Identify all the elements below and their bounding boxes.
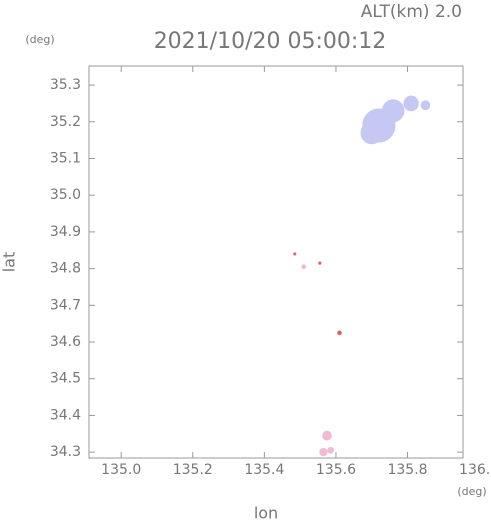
x-axis-label: lon [254,504,278,522]
y-tick-label: 35.2 [50,114,81,130]
y-tick-label: 35.0 [50,187,81,203]
x-unit: (deg) [457,485,486,498]
x-tick-label: 136.0 [459,462,491,478]
echo-point [337,330,342,336]
x-tick-label: 135.4 [244,462,284,478]
x-tick-label: 135.2 [173,462,213,478]
y-axis-label: lat [0,252,19,273]
echo-point [293,252,297,256]
y-tick-label: 34.3 [50,444,81,460]
echo-point [420,100,431,111]
y-tick-label: 34.9 [50,224,81,240]
y-tick-label: 34.6 [50,334,81,350]
echo-point [319,447,328,457]
echo-point [322,430,332,441]
echo-point [403,95,419,112]
y-tick-label: 35.3 [50,77,81,93]
y-tick-label: 34.7 [50,297,81,313]
chart-subtitle: ALT(km) 2.0 [361,2,462,22]
y-tick-label: 34.4 [50,407,81,423]
echo-point [318,261,322,265]
x-tick-label: 135.6 [316,462,356,478]
echo-point [327,446,334,454]
echo-point [301,264,307,270]
chart-title: 2021/10/20 05:00:12 [154,29,387,54]
echo-point [381,99,405,123]
echo-point [360,121,383,145]
y-tick-label: 35.1 [50,150,81,166]
y-tick-label: 34.8 [50,261,81,277]
y-tick-label: 34.5 [50,371,81,387]
x-tick-label: 135.0 [101,462,141,478]
y-unit: (deg) [25,33,54,46]
x-tick-label: 135.8 [387,462,427,478]
plot-frame [88,65,464,459]
